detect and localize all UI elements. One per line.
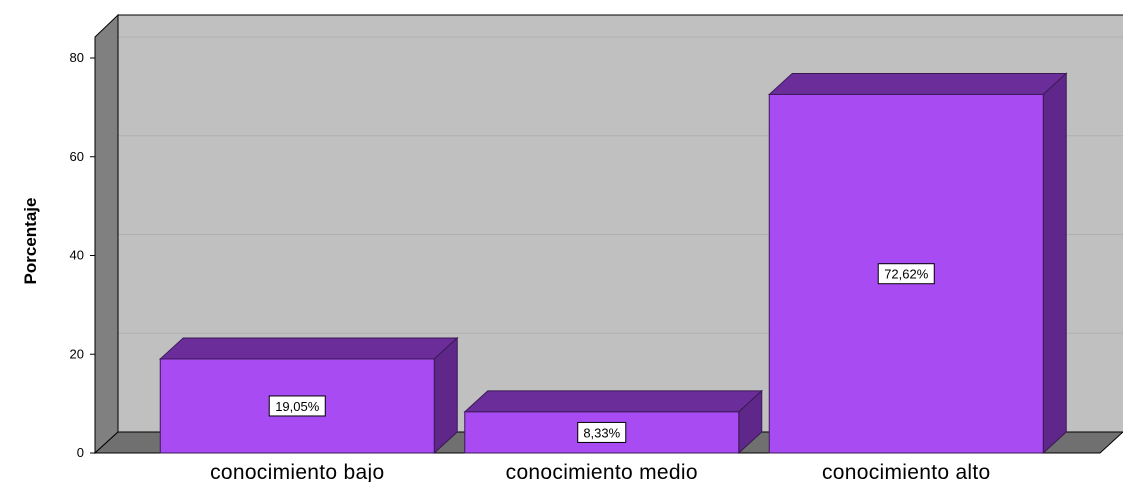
y-tick-label: 20 [70,346,84,361]
data-label: 19,05% [268,395,326,417]
y-tick-label: 60 [70,149,84,164]
bar-side-face [1042,72,1067,455]
x-category-label: conocimiento bajo [210,461,384,482]
x-category-label: conocimiento medio [506,461,698,482]
bar-top-face [463,390,764,413]
y-axis-title: Porcentaje [21,198,40,285]
plot-back-outline [117,14,1123,432]
data-label-box [577,421,627,443]
x-axis-categories: conocimiento bajo conocimiento medio conoc… [210,461,990,482]
data-label: 72,62% [877,263,935,285]
y-axis: 0 20 40 60 80 [70,37,96,460]
y-tick-label: 0 [77,445,84,460]
data-label-text: 19,05% [275,399,320,414]
data-label-box [268,395,326,417]
bar-top-face [158,337,459,360]
data-label-text: 8,33% [583,425,620,440]
data-label-text: 72,62% [884,267,929,282]
plot-left-wall [94,13,119,455]
y-tick-label: 80 [70,50,84,65]
bar-top-face [767,72,1068,95]
data-label: 8,33% [577,421,627,443]
bars: 19,05% 8,33% 72,62% [158,72,1068,455]
data-label-box [877,263,935,285]
x-category-label: conocimiento alto [822,461,991,482]
y-tick-label: 40 [70,248,84,263]
bar-side-face [433,336,458,455]
